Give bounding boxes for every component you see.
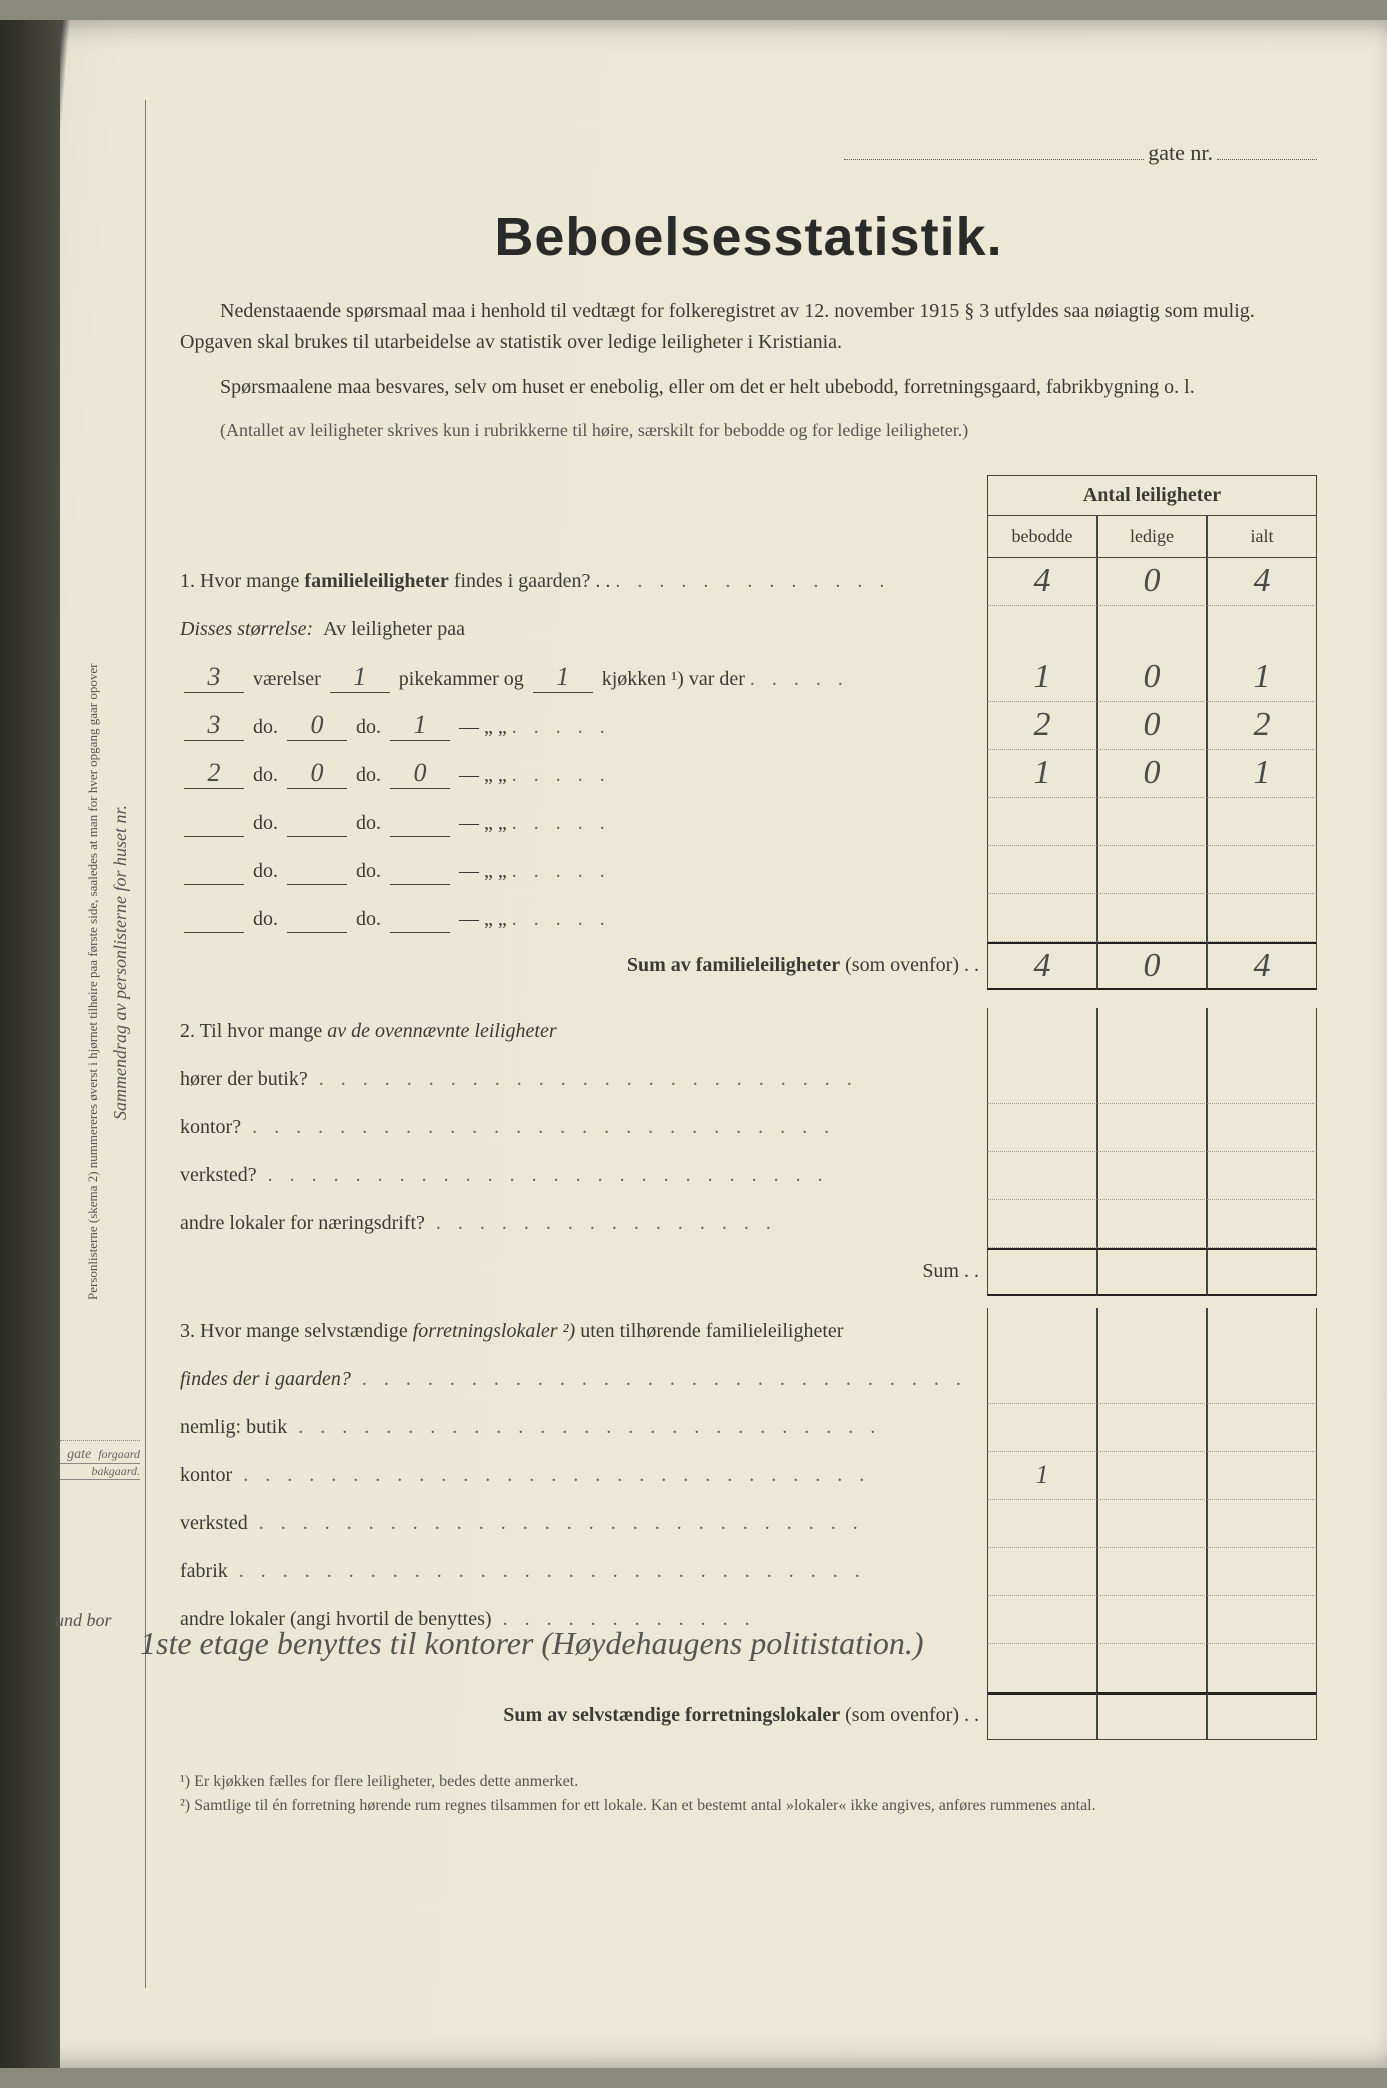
q1-size-row: do. do. — „ „ . . . . . xyxy=(180,894,1317,942)
q1-cell xyxy=(987,798,1097,846)
handwritten-annotation: 1ste etage benyttes til kontorer (Høydeh… xyxy=(140,1625,924,1662)
q1-size-text: 3 værelser 1 pikekammer og 1 kjøkken ¹) … xyxy=(180,656,987,699)
col-ialt: ialt xyxy=(1207,515,1317,558)
q1-sum-i: 4 xyxy=(1254,947,1271,985)
q1-cell: 1 xyxy=(987,750,1097,798)
q3-butik: nemlig: butik . . . . . . . . . . . . . … xyxy=(180,1410,987,1445)
margin-bakgaard: bakgaard. xyxy=(60,1463,140,1480)
footnotes: ¹) Er kjøkken fælles for flere leilighet… xyxy=(180,1770,1317,1818)
col-ledige: ledige xyxy=(1097,515,1207,558)
q1-sum-b: 4 xyxy=(1034,947,1051,985)
q1-label: 1. Hvor mange familieleiligheter findes … xyxy=(180,564,987,599)
q2-label: 2. Til hvor mange av de ovennævnte leili… xyxy=(180,1014,987,1049)
margin-gate-box: gate forgaard bakgaard. xyxy=(60,1440,140,1480)
q2-sum: Sum . . xyxy=(180,1254,987,1289)
q1-cell: 1 xyxy=(1207,750,1317,798)
col-antall: Antal leiligheter xyxy=(987,475,1317,515)
q3-kontor-val: 1 xyxy=(1036,1460,1049,1490)
q1-sum-label: Sum av familieleiligheter (som ovenfor) … xyxy=(180,948,987,983)
q2-kontor: kontor? . . . . . . . . . . . . . . . . … xyxy=(180,1110,987,1145)
intro-note: (Antallet av leiligheter skrives kun i r… xyxy=(180,417,1317,445)
q1-cell: 0 xyxy=(1097,654,1207,702)
q1-cell: 2 xyxy=(987,702,1097,750)
q1-cell xyxy=(1207,846,1317,894)
q3-label: 3. Hvor mange selvstændige forretningslo… xyxy=(180,1314,987,1349)
q1-cell xyxy=(1097,846,1207,894)
q1-size-text: do. do. — „ „ . . . . . xyxy=(180,848,987,891)
intro-p1: Nedenstaaende spørsmaal maa i henhold ti… xyxy=(180,296,1317,358)
q3-sum-label: Sum av selvstændige forretningslokaler (… xyxy=(180,1698,987,1733)
stats-table: Antal leiligheter bebodde ledige ialt 1.… xyxy=(180,475,1317,1740)
q1-size-row: do. do. — „ „ . . . . . xyxy=(180,846,1317,894)
q1-cell xyxy=(1207,894,1317,942)
footnote-1: ¹) Er kjøkken fælles for flere leilighet… xyxy=(180,1770,1317,1794)
footnote-2: ²) Samtlige til én forretning hørende ru… xyxy=(180,1794,1317,1818)
page: Sammendrag av personlisterne for huset n… xyxy=(0,20,1387,2068)
q1-cell xyxy=(987,894,1097,942)
margin-forgaard: forgaard xyxy=(98,1447,140,1461)
q1-ledige: 0 xyxy=(1144,562,1161,600)
margin-rule xyxy=(145,100,146,1988)
q1-disses: Disses størrelse: Av leiligheter paa xyxy=(180,612,987,647)
q1-size-row: 3 do. 0 do. 1 — „ „ . . . . .202 xyxy=(180,702,1317,750)
q1-cell xyxy=(1097,894,1207,942)
margin-subtext: Personlisterne (skema 2) nummereres øver… xyxy=(85,664,101,1300)
col-bebodde: bebodde xyxy=(987,515,1097,558)
book-binding xyxy=(0,20,60,2068)
q1-cell xyxy=(987,846,1097,894)
q1-size-text: 3 do. 0 do. 1 — „ „ . . . . . xyxy=(180,704,987,747)
q3-fabrik: fabrik . . . . . . . . . . . . . . . . .… xyxy=(180,1554,987,1589)
q2-butik: hører der butik? . . . . . . . . . . . .… xyxy=(180,1062,987,1097)
q1-sum-l: 0 xyxy=(1144,947,1161,985)
q1-cell: 1 xyxy=(1207,654,1317,702)
q1-size-row: 2 do. 0 do. 0 — „ „ . . . . .101 xyxy=(180,750,1317,798)
q3-kontor: kontor . . . . . . . . . . . . . . . . .… xyxy=(180,1458,987,1493)
q1-size-text: do. do. — „ „ . . . . . xyxy=(180,896,987,939)
intro-p2: Spørsmaalene maa besvares, selv om huset… xyxy=(180,372,1317,403)
q3-findes: findes der i gaarden? . . . . . . . . . … xyxy=(180,1362,987,1397)
q2-verksted: verksted? . . . . . . . . . . . . . . . … xyxy=(180,1158,987,1193)
page-title: Beboelsesstatistik. xyxy=(180,206,1317,268)
q1-cell xyxy=(1097,798,1207,846)
q1-cell: 0 xyxy=(1097,702,1207,750)
gate-label: gate nr. xyxy=(1148,140,1213,165)
q3-verksted: verksted . . . . . . . . . . . . . . . .… xyxy=(180,1506,987,1541)
q1-size-text: do. do. — „ „ . . . . . xyxy=(180,800,987,843)
q1-size-row: do. do. — „ „ . . . . . xyxy=(180,798,1317,846)
q2-andre: andre lokaler for næringsdrift? . . . . … xyxy=(180,1206,987,1241)
q1-bebodde: 4 xyxy=(1034,562,1051,600)
q1-cell xyxy=(1207,798,1317,846)
margin-heading: Sammendrag av personlisterne for huset n… xyxy=(110,805,131,1120)
q1-cell: 2 xyxy=(1207,702,1317,750)
q1-cell: 1 xyxy=(987,654,1097,702)
margin-und-bor: und bor xyxy=(55,1610,112,1631)
gate-line: gate nr. xyxy=(180,140,1317,166)
q1-cell: 0 xyxy=(1097,750,1207,798)
content-area: gate nr. Beboelsesstatistik. Nedenstaaen… xyxy=(180,140,1317,1818)
q1-size-text: 2 do. 0 do. 0 — „ „ . . . . . xyxy=(180,752,987,795)
q1-size-row: 3 værelser 1 pikekammer og 1 kjøkken ¹) … xyxy=(180,654,1317,702)
q1-ialt: 4 xyxy=(1254,562,1271,600)
margin-gate-label: gate xyxy=(67,1447,91,1462)
